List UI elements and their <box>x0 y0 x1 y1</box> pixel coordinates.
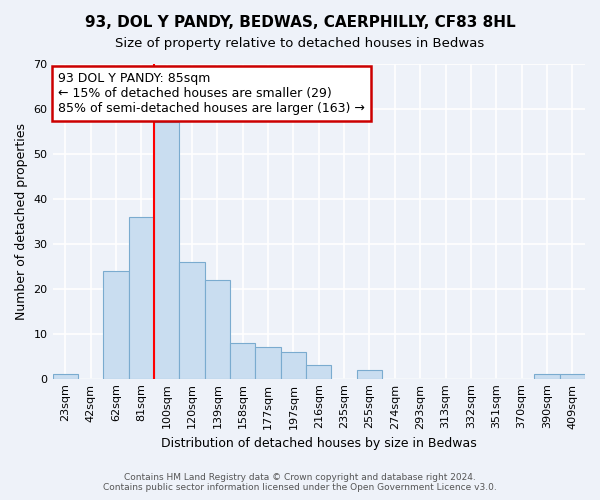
Bar <box>357 370 382 378</box>
Y-axis label: Number of detached properties: Number of detached properties <box>15 123 28 320</box>
Text: Contains HM Land Registry data © Crown copyright and database right 2024.
Contai: Contains HM Land Registry data © Crown c… <box>103 473 497 492</box>
Text: 93 DOL Y PANDY: 85sqm
← 15% of detached houses are smaller (29)
85% of semi-deta: 93 DOL Y PANDY: 85sqm ← 15% of detached … <box>58 72 365 115</box>
Text: 93, DOL Y PANDY, BEDWAS, CAERPHILLY, CF83 8HL: 93, DOL Y PANDY, BEDWAS, CAERPHILLY, CF8… <box>85 15 515 30</box>
Bar <box>560 374 585 378</box>
Bar <box>154 122 179 378</box>
Bar <box>281 352 306 378</box>
Bar <box>534 374 560 378</box>
Bar <box>205 280 230 378</box>
Bar <box>53 374 78 378</box>
Bar <box>103 271 128 378</box>
X-axis label: Distribution of detached houses by size in Bedwas: Distribution of detached houses by size … <box>161 437 476 450</box>
Bar <box>179 262 205 378</box>
Bar <box>128 217 154 378</box>
Bar <box>256 347 281 378</box>
Bar <box>306 365 331 378</box>
Text: Size of property relative to detached houses in Bedwas: Size of property relative to detached ho… <box>115 38 485 51</box>
Bar <box>230 342 256 378</box>
